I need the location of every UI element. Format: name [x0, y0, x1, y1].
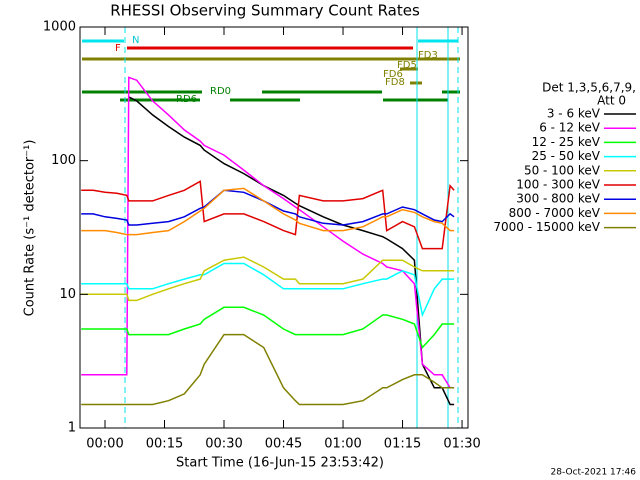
annotation: N	[132, 35, 139, 46]
y-tick-label: 10	[59, 287, 76, 302]
legend-label: 6 - 12 keV	[539, 121, 601, 135]
x-tick-label: 00:45	[265, 437, 302, 452]
annotation: RD0	[210, 86, 231, 97]
legend-label: 50 - 100 keV	[524, 163, 601, 177]
series-line	[81, 256, 455, 302]
series-line	[81, 180, 455, 250]
legend-title: Att 0	[597, 94, 626, 108]
annotation: FD6	[383, 69, 403, 80]
annotation: FD5	[397, 60, 417, 71]
legend-label: 25 - 50 keV	[532, 149, 601, 163]
footer: 28-Oct-2021 17:46	[551, 468, 637, 478]
series-line	[81, 76, 455, 389]
series-line	[81, 333, 455, 406]
legend-label: 100 - 300 keV	[516, 178, 600, 192]
series-line	[81, 187, 455, 236]
x-tick-label: 00:30	[205, 437, 242, 452]
legend-label: 12 - 25 keV	[532, 135, 601, 149]
x-tick-label: 01:30	[443, 437, 480, 452]
x-tick-label: 00:00	[86, 437, 123, 452]
y-tick-label: 100	[51, 153, 76, 168]
x-axis-label: Start Time (16-Jun-15 23:53:42)	[176, 456, 384, 471]
legend-label: 800 - 7000 keV	[509, 206, 601, 220]
y-tick-label: 1000	[43, 20, 76, 35]
y-tick-label: 1	[68, 421, 76, 436]
annotation: FD3	[418, 50, 438, 61]
chart-title: RHESSI Observing Summary Count Rates	[110, 2, 420, 20]
y-axis-label: Count Rate (s⁻¹ detector⁻¹)	[23, 140, 38, 317]
annotation: F	[115, 43, 121, 54]
annotation: RD6	[176, 94, 197, 105]
legend-label: 300 - 800 keV	[516, 192, 600, 206]
series-line	[81, 189, 455, 226]
series-line	[81, 306, 455, 349]
series-line	[81, 262, 455, 318]
plot-frame	[79, 26, 469, 429]
x-tick-label: 01:15	[384, 437, 421, 452]
legend-label: 7000 - 15000 keV	[493, 220, 600, 234]
legend-label: 3 - 6 keV	[547, 107, 601, 121]
legend-title: Det 1,3,5,6,7,9,	[542, 81, 636, 95]
x-tick-label: 00:15	[146, 437, 183, 452]
x-tick-label: 01:00	[324, 437, 361, 452]
annotation: FD8	[385, 77, 405, 88]
